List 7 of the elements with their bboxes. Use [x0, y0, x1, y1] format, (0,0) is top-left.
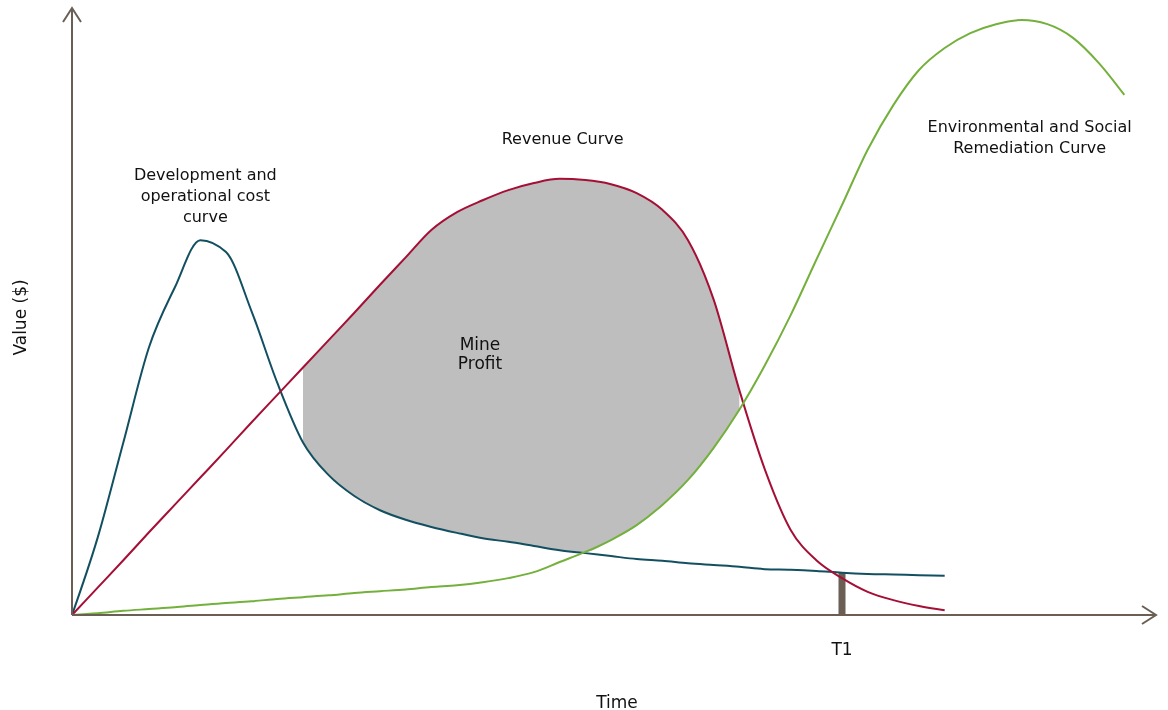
y-axis-title: Value ($): [10, 279, 30, 356]
x-axis-title: Time: [595, 692, 638, 710]
text: Development and operational cost curve: [133, 165, 277, 227]
text: Revenue Curve: [501, 128, 624, 148]
annotation: Mine Profit: [457, 334, 503, 373]
text: T1: [830, 639, 853, 659]
series-label: Environmental and Social Remediation Curve: [927, 117, 1132, 157]
